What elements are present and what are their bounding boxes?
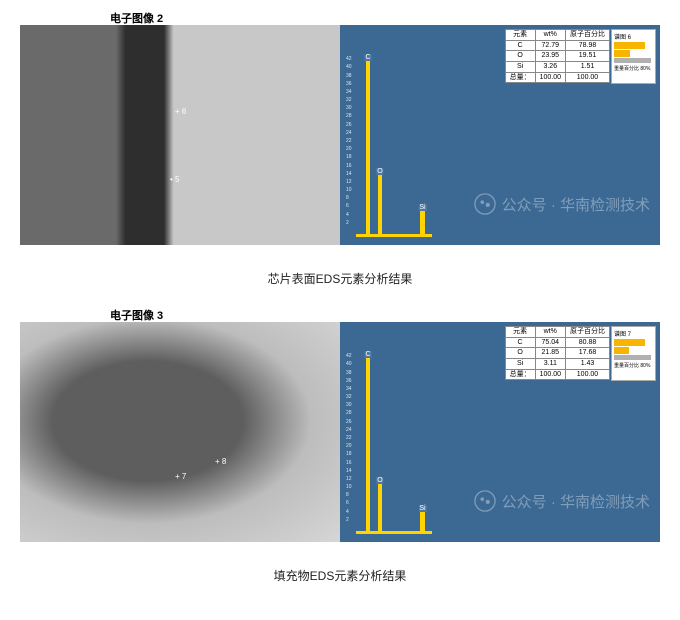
col-atomic: 原子百分比: [566, 327, 610, 338]
eds-spectrum-2: 元素 wt% 原子百分比 C75.0480.88 O21.8517.68 Si3…: [340, 322, 660, 542]
sem-marker: + 6: [175, 107, 186, 116]
wechat-icon: [474, 193, 496, 215]
legend-bar: [614, 339, 645, 346]
sem-image-title: 电子图像 2: [110, 10, 163, 26]
sem-marker: + 8: [215, 457, 226, 466]
watermark: 公众号 · 华南检测技术: [474, 490, 650, 512]
analysis-panel-2: 电子图像 3 + 7 + 8 元素 wt% 原子百分比 C75.0480.88 …: [20, 322, 660, 542]
panel-caption-1: 芯片表面EDS元素分析结果: [10, 270, 670, 287]
col-atomic: 原子百分比: [566, 30, 610, 41]
col-wt: wt%: [535, 30, 565, 41]
col-element: 元素: [505, 327, 535, 338]
watermark-text: 公众号 · 华南检测技术: [502, 491, 650, 512]
eds-spectrum-1: 元素 wt% 原子百分比 C72.7978.98 O23.9519.51 Si3…: [340, 25, 660, 245]
table-header-row: 元素 wt% 原子百分比: [505, 327, 609, 338]
legend-title: 谱图 6: [614, 32, 653, 41]
sem-image-title: 电子图像 3: [110, 307, 163, 323]
legend-title: 谱图 7: [614, 329, 653, 338]
legend-bar: [614, 50, 630, 57]
analysis-panel-1: 电子图像 2 + 6 • 5 元素 wt% 原子百分比 C72.7978.98 …: [20, 25, 660, 245]
table-header-row: 元素 wt% 原子百分比: [505, 30, 609, 41]
col-element: 元素: [505, 30, 535, 41]
sem-marker: + 7: [175, 472, 186, 481]
col-wt: wt%: [535, 327, 565, 338]
watermark-text: 公众号 · 华南检测技术: [502, 194, 650, 215]
table-row: C75.0480.88: [505, 337, 609, 348]
panel-caption-2: 填充物EDS元素分析结果: [10, 567, 670, 584]
wechat-icon: [474, 490, 496, 512]
legend-bar: [614, 347, 629, 354]
sem-image-1: + 6 • 5: [20, 25, 340, 245]
sem-marker: • 5: [170, 175, 179, 184]
sem-image-2: + 7 + 8: [20, 322, 340, 542]
watermark: 公众号 · 华南检测技术: [474, 193, 650, 215]
table-row: C72.7978.98: [505, 40, 609, 51]
legend-bar: [614, 42, 645, 49]
